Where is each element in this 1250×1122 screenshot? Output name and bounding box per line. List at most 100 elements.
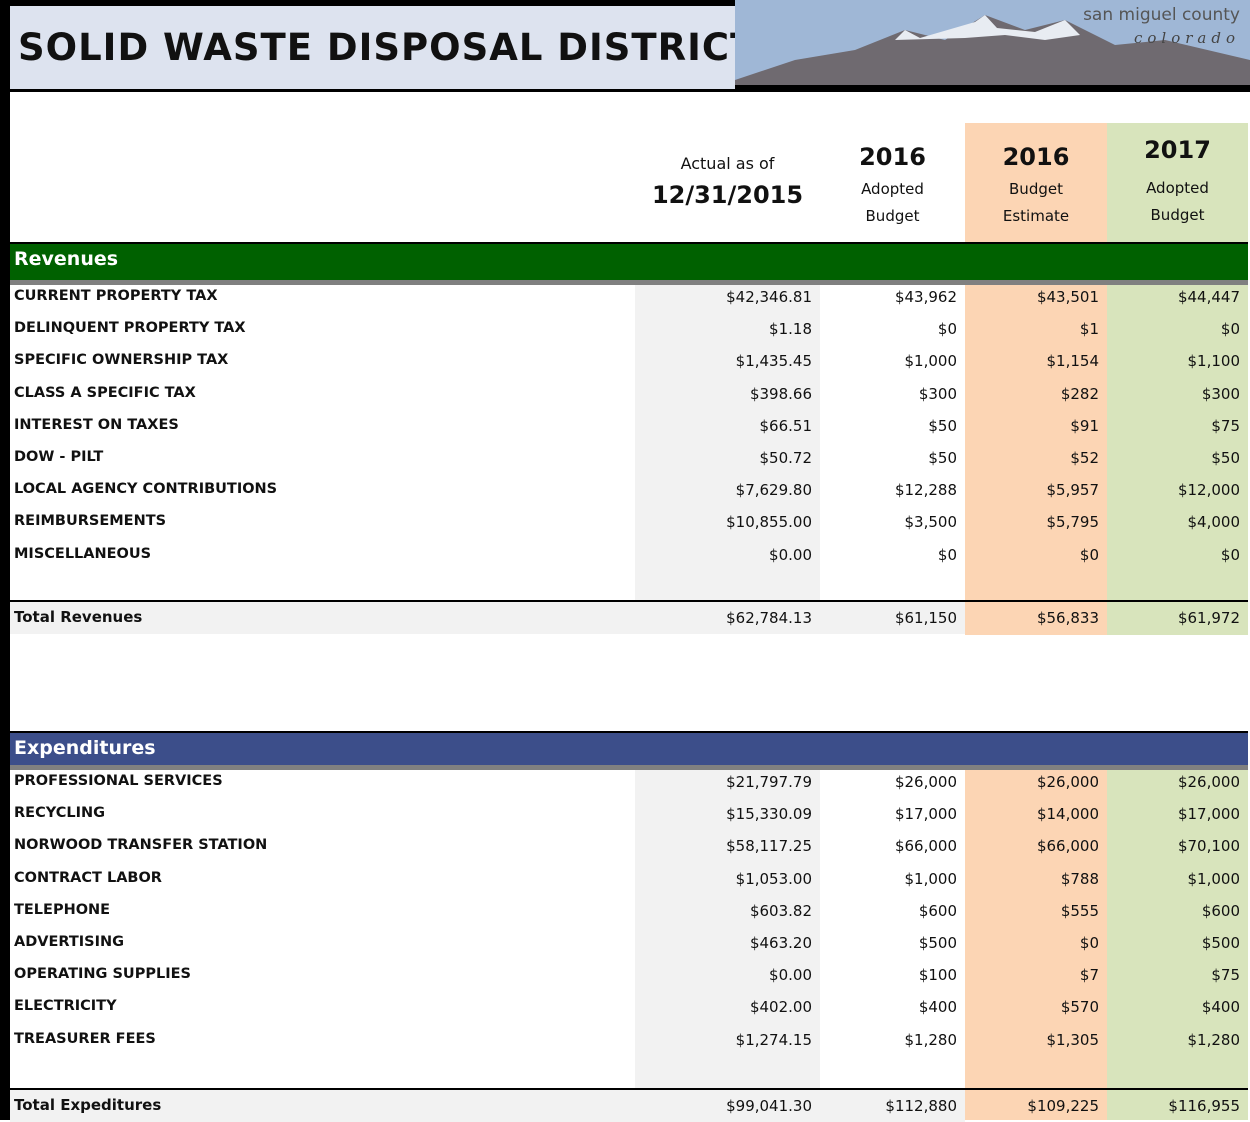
value: $500 [820, 932, 957, 954]
value: $282 [965, 383, 1099, 405]
column-header: Actual as of [635, 153, 820, 175]
row-label: NORWOOD TRANSFER STATION [14, 834, 267, 856]
total-label: Total Revenues [14, 606, 142, 628]
column-header: 2017 [1107, 135, 1248, 165]
value: $61,972 [1107, 607, 1240, 629]
row-label: MISCELLANEOUS [14, 543, 151, 565]
row-label: CONTRACT LABOR [14, 867, 162, 889]
value: $26,000 [1107, 771, 1240, 793]
value: $56,833 [965, 607, 1099, 629]
row-label: DOW - PILT [14, 446, 103, 468]
value: $1,280 [820, 1029, 957, 1051]
row-label: TREASURER FEES [14, 1028, 156, 1050]
value: $7,629.80 [635, 479, 812, 501]
section-band [10, 242, 1248, 280]
logo: san miguel county colorado [735, 0, 1250, 92]
value: $0 [1107, 544, 1240, 566]
value: $43,501 [965, 286, 1099, 308]
value: $1,000 [820, 868, 957, 890]
column-header: Budget [820, 205, 965, 227]
section-title: Revenues [14, 246, 118, 272]
value: $463.20 [635, 932, 812, 954]
value: $1,435.45 [635, 350, 812, 372]
column-header: Estimate [965, 205, 1107, 227]
row-label: LOCAL AGENCY CONTRIBUTIONS [14, 478, 277, 500]
row-label: SPECIFIC OWNERSHIP TAX [14, 349, 228, 371]
value: $75 [1107, 415, 1240, 437]
value: $1.18 [635, 318, 812, 340]
section-band [10, 731, 1248, 765]
column-header: 2016 [965, 142, 1107, 172]
value: $600 [1107, 900, 1240, 922]
value: $4,000 [1107, 511, 1240, 533]
value: $43,962 [820, 286, 957, 308]
row-label: OPERATING SUPPLIES [14, 963, 191, 985]
value: $26,000 [820, 771, 957, 793]
value: $50 [820, 447, 957, 469]
value: $17,000 [820, 803, 957, 825]
row-label: PROFESSIONAL SERVICES [14, 770, 223, 792]
value: $0 [965, 544, 1099, 566]
column-header: Adopted [1107, 177, 1248, 199]
value: $26,000 [965, 771, 1099, 793]
row-label: DELINQUENT PROPERTY TAX [14, 317, 246, 339]
value: $61,150 [820, 607, 957, 629]
value: $300 [1107, 383, 1240, 405]
row-label: REIMBURSEMENTS [14, 510, 166, 532]
value: $12,000 [1107, 479, 1240, 501]
value: $99,041.30 [635, 1095, 812, 1117]
column-header: Budget [1107, 204, 1248, 226]
row-label: TELEPHONE [14, 899, 110, 921]
value: $66,000 [820, 835, 957, 857]
value: $398.66 [635, 383, 812, 405]
value: $603.82 [635, 900, 812, 922]
value: $5,957 [965, 479, 1099, 501]
value: $400 [1107, 996, 1240, 1018]
value: $402.00 [635, 996, 812, 1018]
value: $0.00 [635, 964, 812, 986]
value: $1,305 [965, 1029, 1099, 1051]
value: $70,100 [1107, 835, 1240, 857]
value: $5,795 [965, 511, 1099, 533]
row-label: CURRENT PROPERTY TAX [14, 285, 218, 307]
value: $50 [1107, 447, 1240, 469]
column-header: 12/31/2015 [635, 180, 820, 210]
value: $0 [965, 932, 1099, 954]
row-label: CLASS A SPECIFIC TAX [14, 382, 196, 404]
value: $116,955 [1107, 1095, 1240, 1117]
logo-line1: san miguel county [1083, 5, 1240, 25]
value: $0 [1107, 318, 1240, 340]
value: $1,100 [1107, 350, 1240, 372]
gap [10, 635, 1250, 731]
value: $50 [820, 415, 957, 437]
value: $66.51 [635, 415, 812, 437]
column-header: Budget [965, 178, 1107, 200]
row-label: INTEREST ON TAXES [14, 414, 179, 436]
row-label: RECYCLING [14, 802, 105, 824]
value: $570 [965, 996, 1099, 1018]
value: $400 [820, 996, 957, 1018]
value: $500 [1107, 932, 1240, 954]
value: $14,000 [965, 803, 1099, 825]
value: $1,000 [1107, 868, 1240, 890]
value: $109,225 [965, 1095, 1099, 1117]
value: $10,855.00 [635, 511, 812, 533]
value: $1 [965, 318, 1099, 340]
value: $1,053.00 [635, 868, 812, 890]
value: $300 [820, 383, 957, 405]
value: $600 [820, 900, 957, 922]
value: $44,447 [1107, 286, 1240, 308]
left-border [0, 0, 10, 1120]
value: $58,117.25 [635, 835, 812, 857]
column-header: 2016 [820, 142, 965, 172]
value: $50.72 [635, 447, 812, 469]
logo-line2: colorado [1134, 29, 1240, 47]
value: $1,154 [965, 350, 1099, 372]
row-label: ELECTRICITY [14, 995, 117, 1017]
title: SOLID WASTE DISPOSAL DISTRICT [18, 26, 756, 69]
value: $12,288 [820, 479, 957, 501]
value: $1,274.15 [635, 1029, 812, 1051]
value: $788 [965, 868, 1099, 890]
value: $21,797.79 [635, 771, 812, 793]
value: $15,330.09 [635, 803, 812, 825]
